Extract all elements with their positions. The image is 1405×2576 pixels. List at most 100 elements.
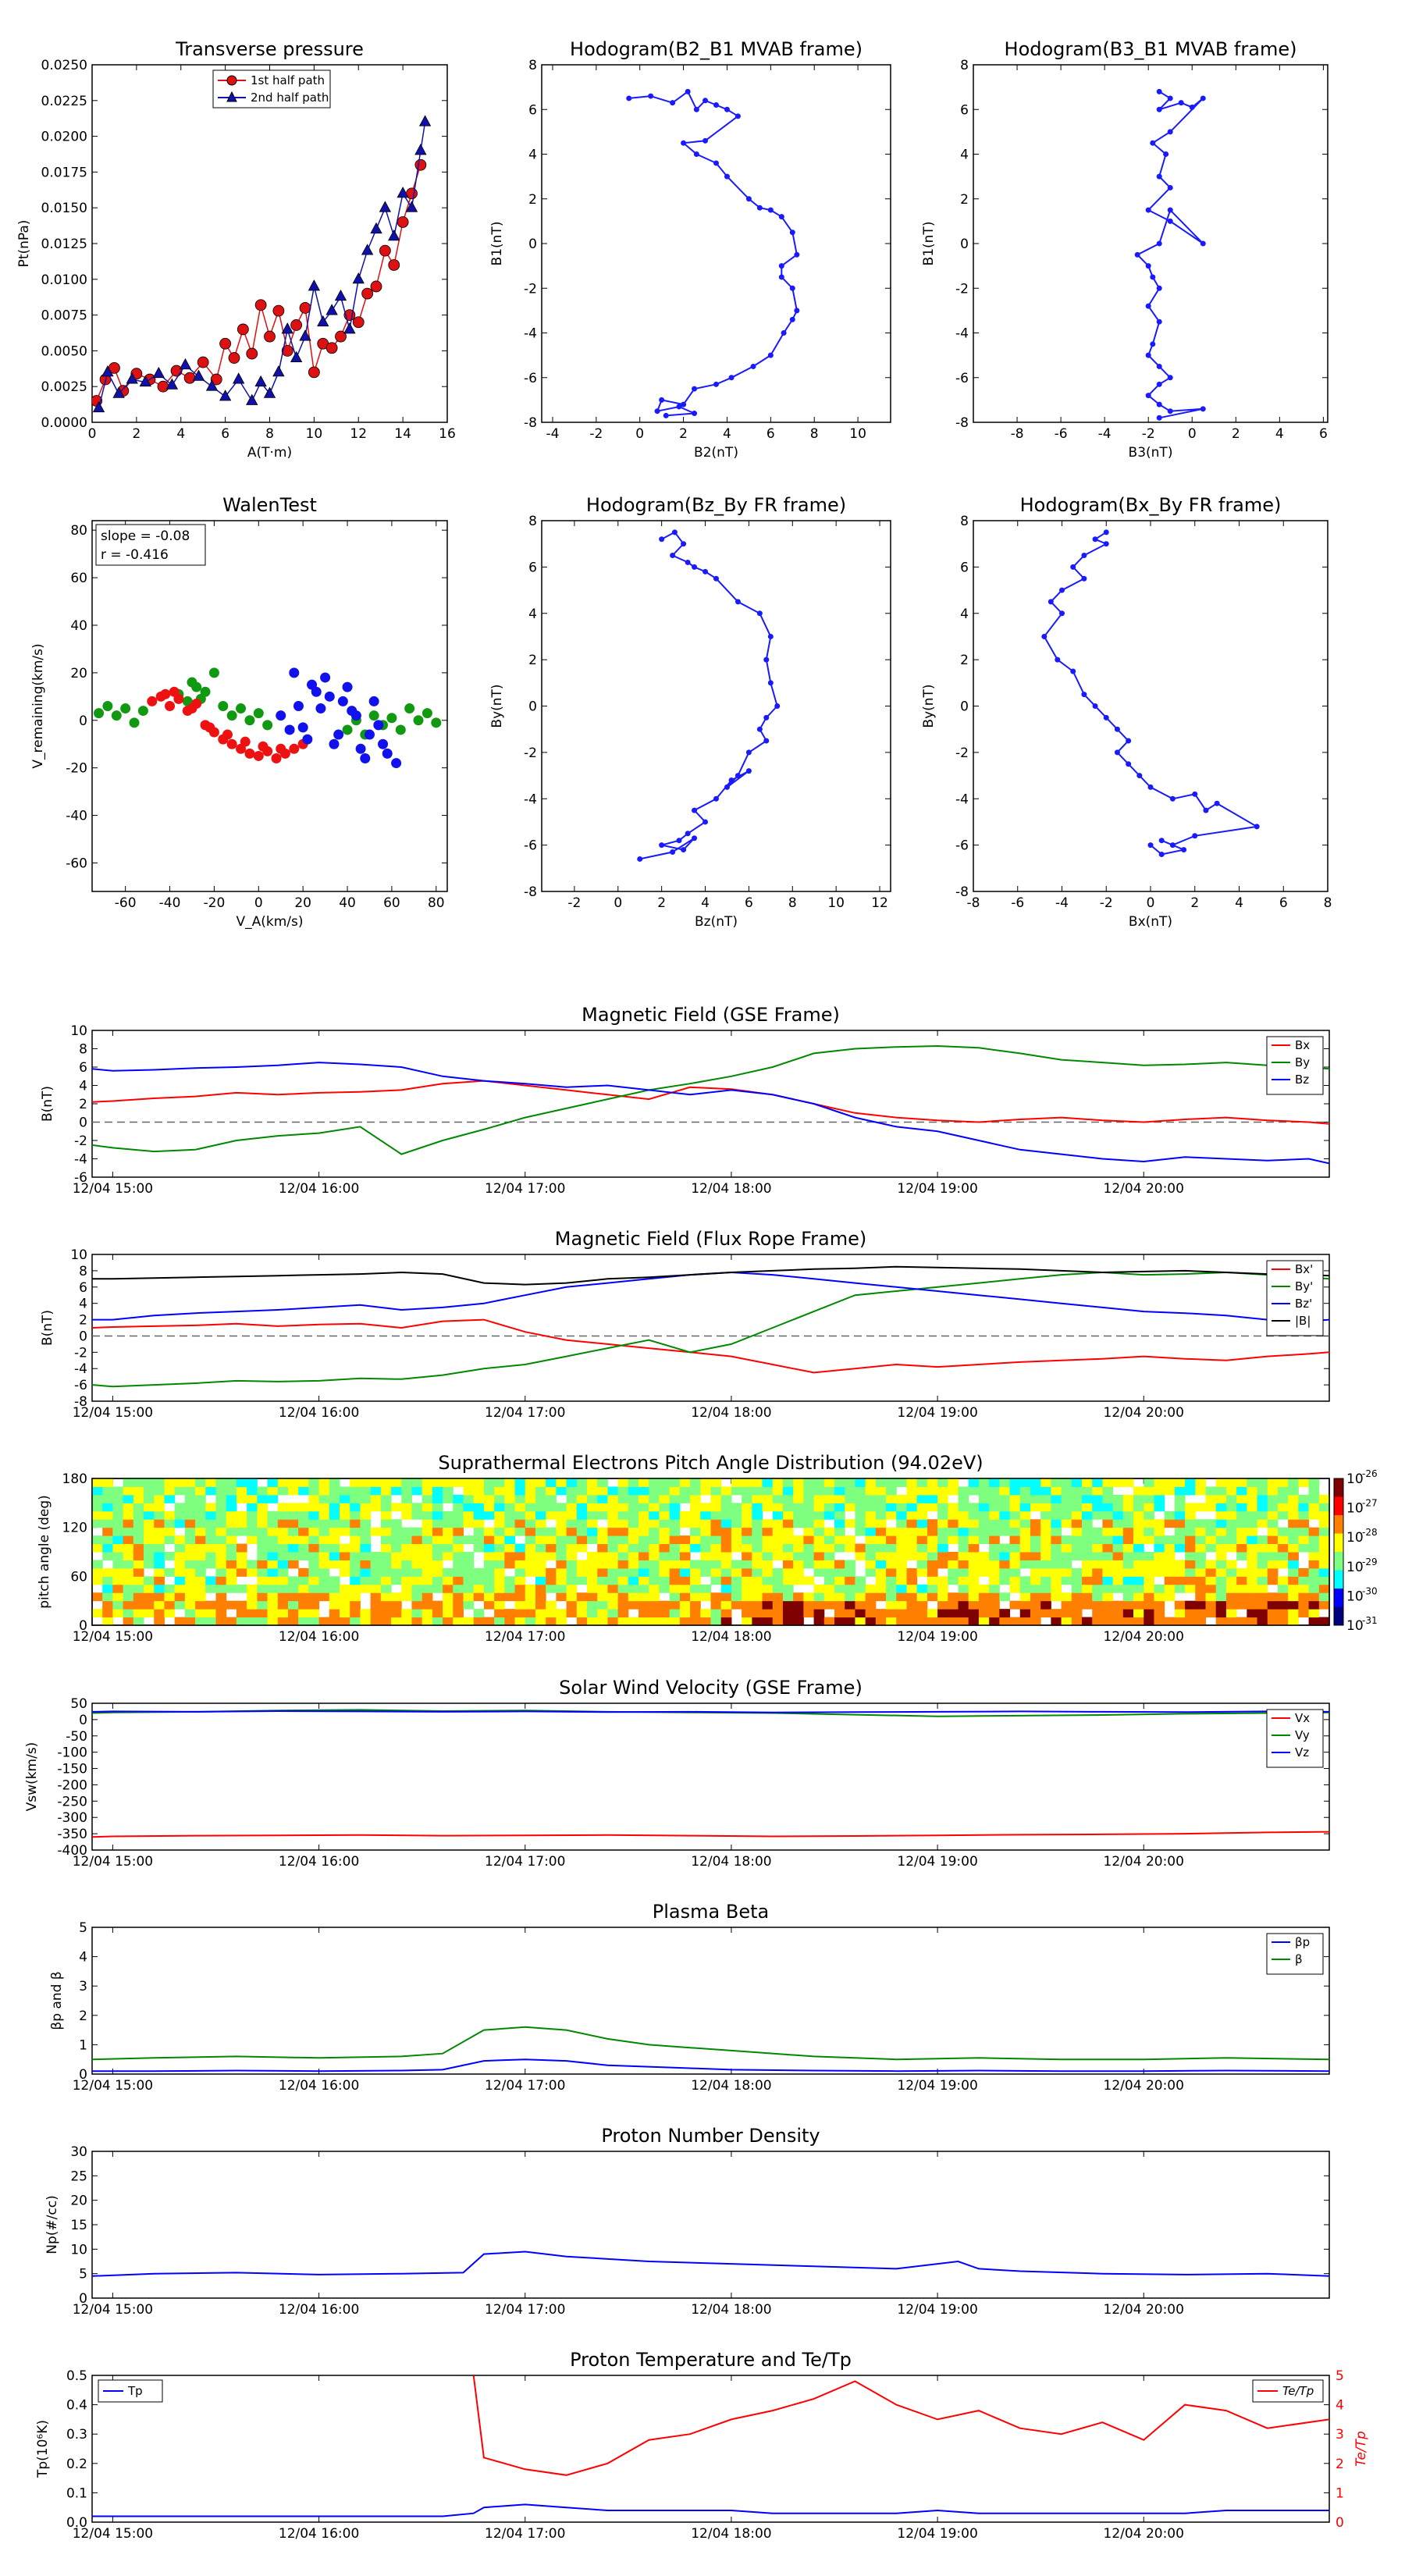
heatmap-cell bbox=[1225, 1584, 1237, 1593]
heatmap-cell bbox=[92, 1543, 103, 1553]
panel-bfr: 12/04 15:00 12/04 16:00 12/04 17:00 12/04 1… bbox=[40, 1228, 1330, 1421]
heatmap-cell bbox=[886, 1494, 897, 1503]
x-tick-label: -2 bbox=[589, 426, 603, 442]
y-tick-label: -2 bbox=[74, 1133, 87, 1149]
heatmap-cell bbox=[1205, 1609, 1217, 1618]
heatmap-cell bbox=[1308, 1584, 1320, 1593]
heatmap-cell bbox=[700, 1486, 711, 1496]
y-tick-label: 2 bbox=[79, 1097, 87, 1112]
heatmap-cell bbox=[483, 1494, 495, 1503]
heatmap-cell bbox=[576, 1519, 588, 1528]
heatmap-cell bbox=[1247, 1478, 1258, 1487]
heatmap-cell bbox=[432, 1552, 443, 1560]
heatmap-cell bbox=[566, 1609, 578, 1618]
heatmap-cell bbox=[720, 1584, 732, 1593]
heatmap-cell bbox=[865, 1592, 877, 1602]
heatmap-cell bbox=[154, 1486, 165, 1496]
panel-vsw: 12/04 15:00 12/04 16:00 12/04 17:00 12/04 1… bbox=[24, 1677, 1330, 1870]
heatmap-cell bbox=[1133, 1552, 1144, 1560]
heatmap-cell bbox=[1102, 1600, 1114, 1610]
heatmap-cell bbox=[494, 1494, 505, 1503]
heatmap-cell bbox=[1154, 1560, 1165, 1569]
plot-area bbox=[637, 529, 781, 862]
data-point bbox=[258, 741, 269, 752]
data-point bbox=[233, 372, 245, 384]
heatmap-cell bbox=[1071, 1494, 1083, 1503]
x-tick-label: -8 bbox=[1011, 426, 1024, 442]
heatmap-cell bbox=[350, 1552, 361, 1560]
heatmap-cell bbox=[855, 1510, 866, 1520]
heatmap-cell bbox=[1154, 1535, 1165, 1545]
heatmap-cell bbox=[710, 1560, 722, 1569]
heatmap-cell bbox=[411, 1584, 423, 1593]
heatmap-cell bbox=[164, 1478, 176, 1487]
heatmap-cell bbox=[184, 1519, 196, 1528]
chart-title: Plasma Beta bbox=[653, 1901, 769, 1923]
data-point bbox=[183, 372, 196, 384]
heatmap-cell bbox=[318, 1486, 330, 1496]
heatmap-cell bbox=[514, 1552, 526, 1560]
heatmap-cell bbox=[916, 1560, 928, 1569]
heatmap-cell bbox=[968, 1617, 980, 1625]
heatmap-cell bbox=[628, 1600, 639, 1610]
heatmap-cell bbox=[1215, 1567, 1227, 1577]
heatmap-cell bbox=[823, 1576, 835, 1585]
data-point bbox=[246, 393, 258, 405]
data-point bbox=[263, 386, 276, 398]
hodogram-point bbox=[1070, 564, 1076, 570]
y-tick-label: 5 bbox=[79, 2267, 87, 2282]
heatmap-cell bbox=[277, 1478, 289, 1487]
heatmap-cell bbox=[772, 1486, 784, 1496]
heatmap-cell bbox=[679, 1478, 691, 1487]
x-tick-label: 4 bbox=[176, 426, 185, 442]
heatmap-cell bbox=[133, 1503, 144, 1512]
heatmap-cell bbox=[443, 1543, 454, 1553]
heatmap-cell bbox=[535, 1510, 546, 1520]
heatmap-cell bbox=[1009, 1600, 1021, 1610]
heatmap-cell bbox=[1277, 1486, 1289, 1496]
heatmap-cell bbox=[638, 1567, 649, 1577]
heatmap-cell bbox=[350, 1609, 361, 1618]
heatmap-cell bbox=[318, 1560, 330, 1569]
heatmap-cell bbox=[1236, 1592, 1247, 1602]
heatmap-cell bbox=[1102, 1503, 1114, 1512]
heatmap-cell bbox=[958, 1543, 969, 1553]
y-axis-label: B1(nT) bbox=[921, 222, 937, 266]
heatmap-cell bbox=[617, 1576, 629, 1585]
data-point bbox=[395, 724, 406, 735]
x-tick-label: 80 bbox=[428, 895, 445, 911]
hodogram-point bbox=[1156, 318, 1162, 325]
heatmap-cell bbox=[370, 1609, 382, 1618]
heatmap-cell bbox=[443, 1519, 454, 1528]
heatmap-cell bbox=[566, 1494, 578, 1503]
heatmap-cell bbox=[679, 1494, 691, 1503]
hodogram-point bbox=[681, 847, 687, 853]
heatmap-cell bbox=[1225, 1543, 1237, 1553]
heatmap-cell bbox=[1122, 1519, 1134, 1528]
heatmap-cell bbox=[793, 1535, 804, 1545]
heatmap-cell bbox=[1112, 1478, 1124, 1487]
heatmap-cell bbox=[422, 1478, 433, 1487]
x-tick-label: 8 bbox=[1324, 895, 1332, 911]
heatmap-cell bbox=[1030, 1543, 1041, 1553]
heatmap-cell bbox=[514, 1617, 526, 1625]
heatmap-cell bbox=[937, 1592, 948, 1602]
heatmap-cell bbox=[927, 1576, 938, 1585]
y-axis-label: B(nT) bbox=[40, 1310, 55, 1346]
heatmap-cell bbox=[1205, 1535, 1217, 1545]
x-tick-label: -6 bbox=[1055, 426, 1068, 442]
heatmap-cell bbox=[1071, 1503, 1083, 1512]
heatmap-cell bbox=[1215, 1576, 1227, 1585]
hodogram-point bbox=[670, 100, 676, 106]
heatmap-cell bbox=[380, 1519, 392, 1528]
data-point bbox=[329, 738, 340, 749]
heatmap-cell bbox=[1102, 1584, 1114, 1593]
heatmap-cell bbox=[360, 1519, 372, 1528]
heatmap-cell bbox=[1040, 1510, 1051, 1520]
heatmap-cell bbox=[174, 1543, 186, 1553]
heatmap-cell bbox=[587, 1617, 598, 1625]
hodogram-point bbox=[1145, 303, 1151, 309]
heatmap-cell bbox=[556, 1543, 567, 1553]
data-point bbox=[343, 322, 356, 334]
heatmap-cell bbox=[340, 1552, 350, 1560]
